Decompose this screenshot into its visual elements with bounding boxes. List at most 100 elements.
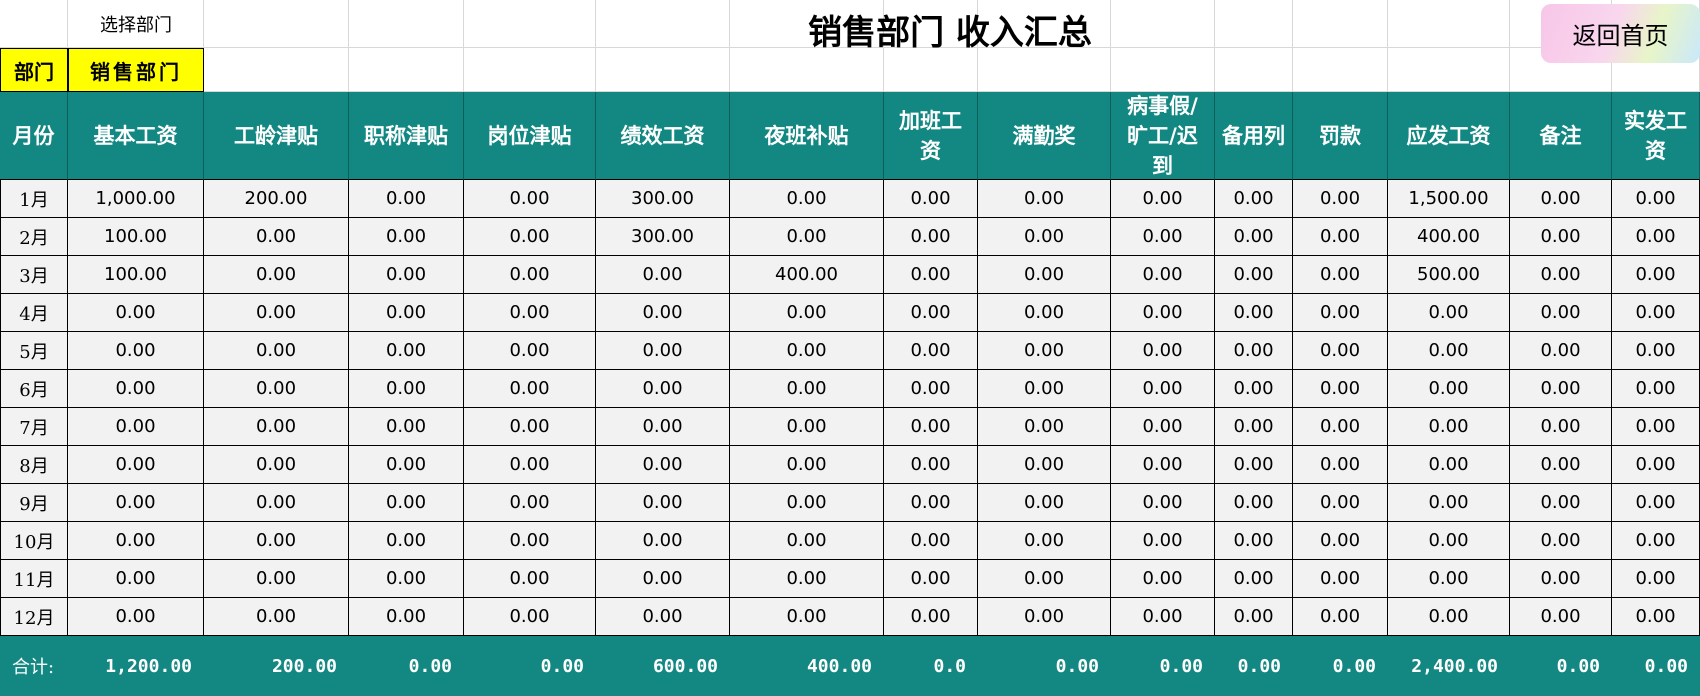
total-cell: 0.00 bbox=[978, 636, 1111, 696]
grid-cell bbox=[204, 48, 349, 92]
cell: 0.00 bbox=[1215, 522, 1293, 560]
total-cell: 1,200.00 bbox=[68, 636, 204, 696]
total-cell: 2,400.00 bbox=[1388, 636, 1510, 696]
cell: 0.00 bbox=[204, 522, 349, 560]
grid-cell bbox=[349, 48, 464, 92]
cell: 0.00 bbox=[596, 370, 730, 408]
cell: 0.00 bbox=[978, 598, 1111, 636]
select-label: 选择部门 bbox=[100, 15, 172, 36]
cell: 0.00 bbox=[1510, 484, 1612, 522]
cell: 0.00 bbox=[596, 598, 730, 636]
grid-cell bbox=[1111, 48, 1215, 92]
total-cell: 0.00 bbox=[1612, 636, 1700, 696]
cell: 0.00 bbox=[1111, 408, 1215, 446]
cell: 0.00 bbox=[730, 598, 884, 636]
cell: 0.00 bbox=[730, 370, 884, 408]
total-cell: 0.00 bbox=[1510, 636, 1612, 696]
cell: 0.00 bbox=[204, 560, 349, 598]
dept-value: 销售部门 bbox=[68, 48, 204, 92]
cell: 0.00 bbox=[1388, 598, 1510, 636]
cell: 0.00 bbox=[464, 598, 596, 636]
grid-cell bbox=[596, 48, 730, 92]
cell: 0.00 bbox=[1612, 560, 1700, 598]
grid-cell bbox=[1293, 48, 1388, 92]
cell: 0.00 bbox=[1293, 522, 1388, 560]
cell: 0.00 bbox=[1215, 408, 1293, 446]
total-cell: 400.00 bbox=[730, 636, 884, 696]
cell: 0.00 bbox=[1215, 560, 1293, 598]
grid-cell bbox=[1215, 0, 1293, 48]
total-cell: 200.00 bbox=[204, 636, 349, 696]
cell: 0.00 bbox=[1612, 256, 1700, 294]
cell: 0.00 bbox=[464, 180, 596, 218]
cell: 0.00 bbox=[884, 294, 978, 332]
cell: 0.00 bbox=[1293, 218, 1388, 256]
cell: 0.00 bbox=[730, 446, 884, 484]
cell: 0.00 bbox=[1293, 294, 1388, 332]
cell: 0.00 bbox=[204, 370, 349, 408]
grid-cell bbox=[1388, 48, 1510, 92]
cell: 0.00 bbox=[204, 408, 349, 446]
cell: 300.00 bbox=[596, 218, 730, 256]
cell: 0.00 bbox=[464, 332, 596, 370]
cell: 0.00 bbox=[204, 598, 349, 636]
home-button[interactable]: 返回首页 bbox=[1541, 4, 1700, 63]
cell: 0.00 bbox=[204, 484, 349, 522]
month-label: 5月 bbox=[0, 332, 68, 370]
month-label: 9月 bbox=[0, 484, 68, 522]
cell: 500.00 bbox=[1388, 256, 1510, 294]
cell: 0.00 bbox=[1215, 218, 1293, 256]
cell: 0.00 bbox=[978, 560, 1111, 598]
cell: 0.00 bbox=[978, 218, 1111, 256]
cell: 0.00 bbox=[1293, 332, 1388, 370]
cell: 0.00 bbox=[978, 446, 1111, 484]
cell: 0.00 bbox=[884, 256, 978, 294]
cell: 0.00 bbox=[68, 560, 204, 598]
cell: 0.00 bbox=[884, 560, 978, 598]
cell: 0.00 bbox=[1388, 446, 1510, 484]
grid-cell bbox=[349, 0, 464, 48]
cell: 0.00 bbox=[68, 332, 204, 370]
cell: 0.00 bbox=[978, 294, 1111, 332]
cell: 1,000.00 bbox=[68, 180, 204, 218]
cell: 0.00 bbox=[204, 256, 349, 294]
grid-cell bbox=[68, 0, 204, 48]
cell: 0.00 bbox=[349, 180, 464, 218]
cell: 0.00 bbox=[464, 218, 596, 256]
cell: 0.00 bbox=[204, 294, 349, 332]
cell: 0.00 bbox=[1293, 598, 1388, 636]
cell: 0.00 bbox=[68, 484, 204, 522]
cell: 0.00 bbox=[1510, 294, 1612, 332]
cell: 0.00 bbox=[68, 522, 204, 560]
cell: 0.00 bbox=[884, 370, 978, 408]
cell: 0.00 bbox=[596, 446, 730, 484]
cell: 0.00 bbox=[1111, 256, 1215, 294]
cell: 0.00 bbox=[596, 560, 730, 598]
cell: 0.00 bbox=[204, 332, 349, 370]
cell: 0.00 bbox=[1510, 218, 1612, 256]
column-header: 工龄津贴 bbox=[204, 92, 349, 180]
cell: 0.00 bbox=[1215, 484, 1293, 522]
cell: 300.00 bbox=[596, 180, 730, 218]
grid-cell bbox=[1111, 0, 1215, 48]
grid-cell bbox=[596, 0, 730, 48]
column-header: 备注 bbox=[1510, 92, 1612, 180]
cell: 0.00 bbox=[1388, 294, 1510, 332]
cell: 0.00 bbox=[1111, 560, 1215, 598]
cell: 0.00 bbox=[1612, 218, 1700, 256]
cell: 0.00 bbox=[1111, 446, 1215, 484]
column-header: 加班工资 bbox=[884, 92, 978, 180]
grid-cell bbox=[1388, 0, 1510, 48]
cell: 0.00 bbox=[1510, 332, 1612, 370]
column-header: 基本工资 bbox=[68, 92, 204, 180]
cell: 0.00 bbox=[1612, 180, 1700, 218]
grid-cell bbox=[204, 0, 349, 48]
cell: 0.00 bbox=[68, 446, 204, 484]
cell: 0.00 bbox=[1388, 484, 1510, 522]
grid-cell bbox=[884, 48, 978, 92]
cell: 0.00 bbox=[464, 522, 596, 560]
cell: 0.00 bbox=[1510, 522, 1612, 560]
cell: 0.00 bbox=[349, 446, 464, 484]
grid-cell bbox=[464, 48, 596, 92]
cell: 0.00 bbox=[978, 180, 1111, 218]
